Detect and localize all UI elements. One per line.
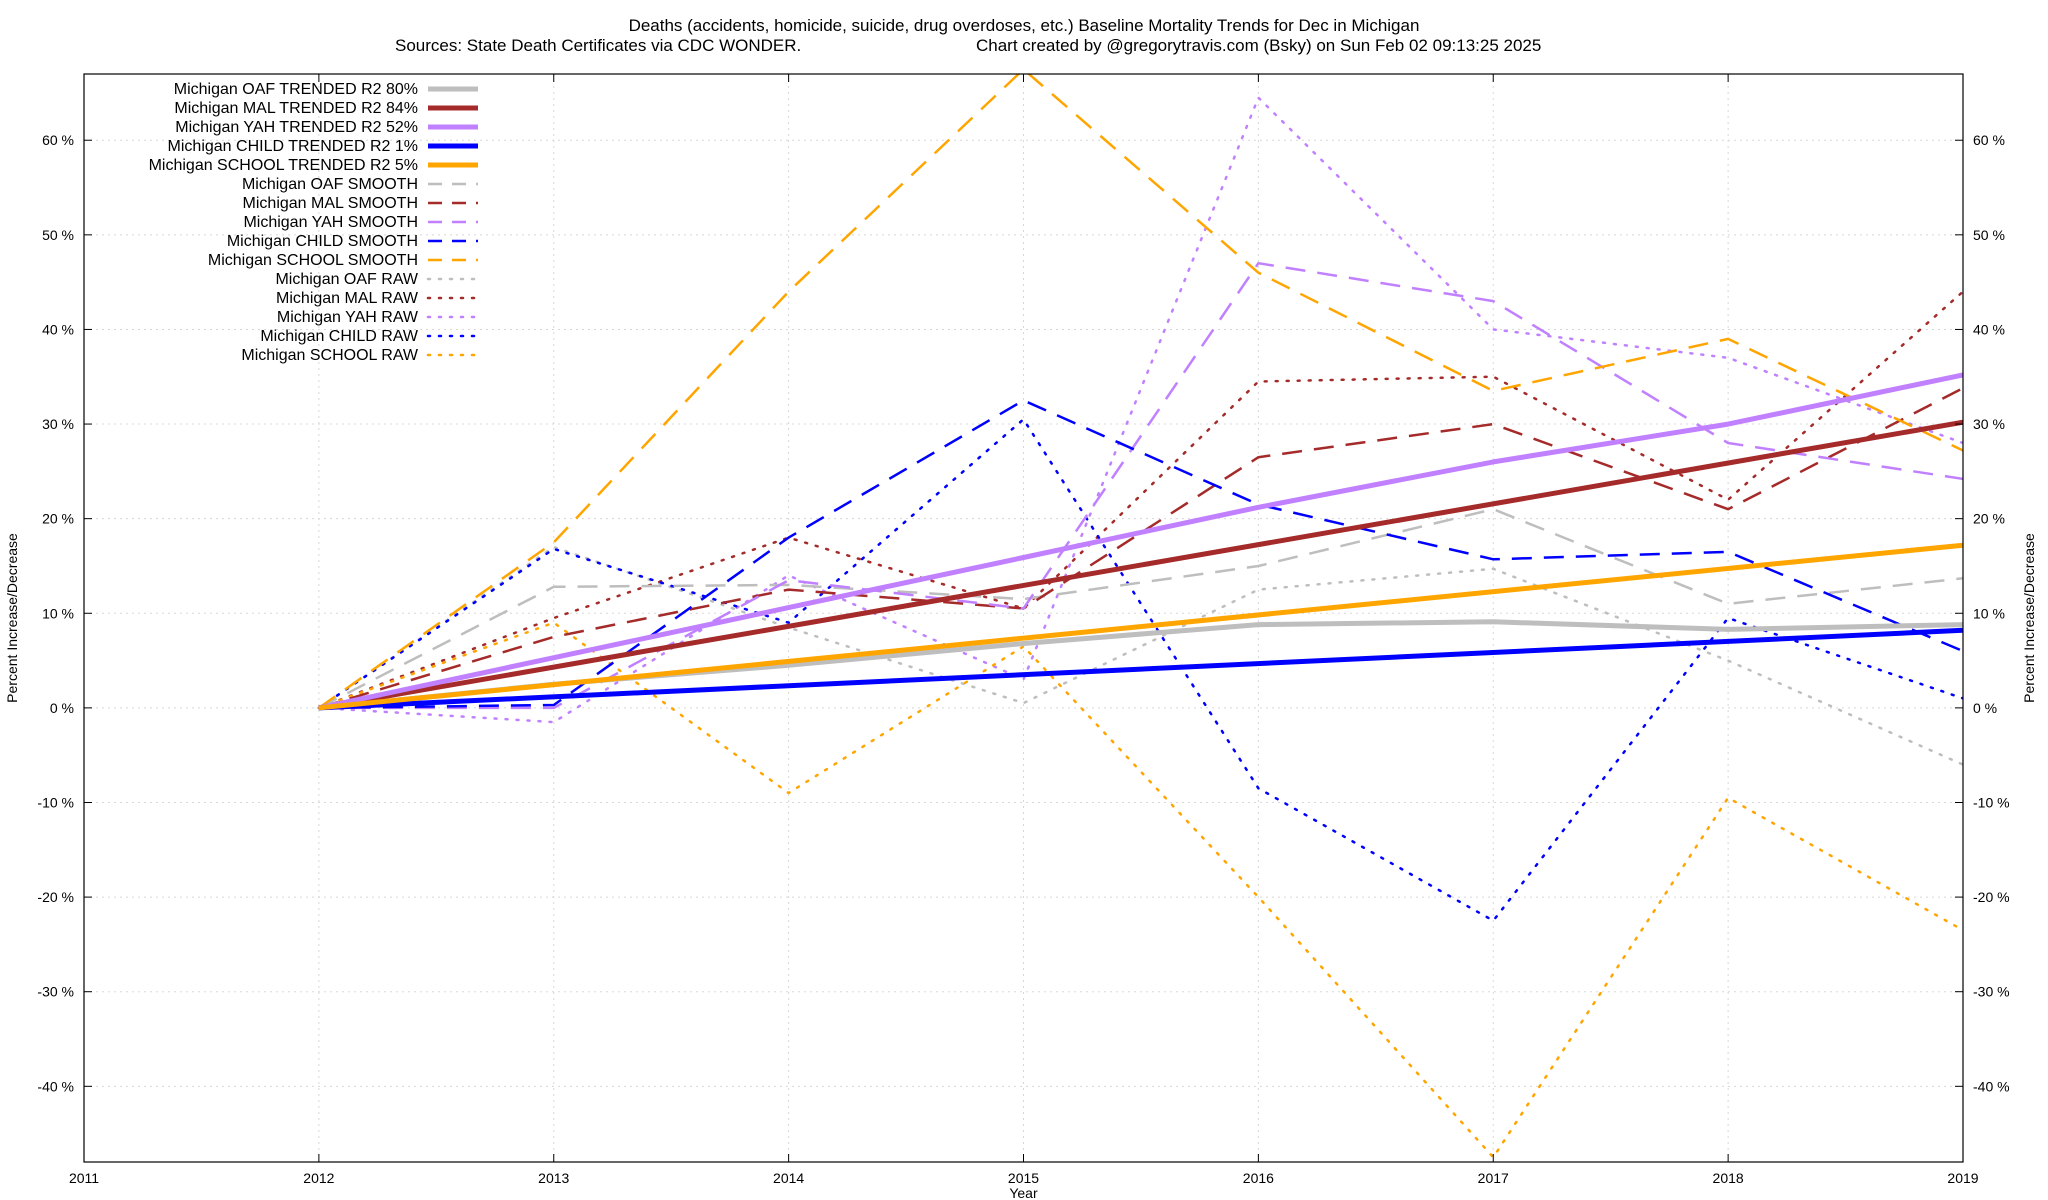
- series-line-michigan-school-raw: [317, 621, 1963, 1159]
- y-tick-label-left: -40 %: [37, 1078, 74, 1094]
- legend-item: Michigan SCHOOL RAW: [241, 347, 480, 364]
- legend-item: Michigan OAF SMOOTH: [242, 176, 478, 193]
- legend-item: Michigan YAH SMOOTH: [243, 214, 478, 231]
- y-tick-label-right: 50 %: [1973, 227, 2005, 243]
- series-line-michigan-yah-trended: [318, 372, 1963, 711]
- series-line-michigan-school-trended: [318, 542, 1963, 711]
- y-tick-label-left: 30 %: [42, 416, 74, 432]
- axis-ticks: 2011 2012 2013 2014 2015 2016 2017 2018 2019 -40 …: [37, 74, 2010, 1186]
- title-area: Deaths (accidents, homicide, suicide, dr…: [395, 16, 1541, 55]
- legend-item: Michigan SCHOOL SMOOTH: [208, 252, 478, 269]
- series-line-michigan-mal-raw: [317, 290, 1963, 710]
- y-tick-label-right: 40 %: [1973, 321, 2005, 337]
- x-axis-label: Year: [1009, 1185, 1038, 1200]
- y-tick-label-right: -20 %: [1973, 889, 2010, 905]
- y-tick-label-left: -20 %: [37, 889, 74, 905]
- y-tick-label-left: 40 %: [42, 321, 74, 337]
- legend-label: Michigan SCHOOL RAW: [241, 347, 419, 364]
- legend-label: Michigan SCHOOL TRENDED R2 5%: [149, 157, 418, 174]
- x-tick-label: 2015: [1008, 1170, 1039, 1186]
- legend-item: Michigan MAL RAW: [276, 290, 480, 307]
- y-tick-label-right: 0 %: [1973, 700, 1997, 716]
- legend-item: Michigan CHILD TRENDED R2 1%: [168, 138, 478, 155]
- legend-item: Michigan OAF RAW: [275, 271, 480, 288]
- y-tick-label-left: -10 %: [37, 794, 74, 810]
- legend-label: Michigan YAH SMOOTH: [243, 214, 418, 231]
- y-tick-label-right: -30 %: [1973, 984, 2010, 1000]
- legend-label: Michigan OAF TRENDED R2 80%: [174, 81, 418, 98]
- x-tick-label: 2018: [1713, 1170, 1744, 1186]
- series-line-michigan-child-smooth: [318, 399, 1963, 710]
- chart-title: Deaths (accidents, homicide, suicide, dr…: [629, 16, 1420, 35]
- legend-label: Michigan MAL RAW: [276, 290, 419, 307]
- y-tick-label-right: 30 %: [1973, 416, 2005, 432]
- legend: Michigan OAF TRENDED R2 80% Michigan MAL …: [149, 81, 480, 364]
- legend-label: Michigan CHILD TRENDED R2 1%: [168, 138, 418, 155]
- axis-labels: Year Percent Increase/Decrease Percent I…: [4, 533, 2037, 1200]
- legend-item: Michigan MAL TRENDED R2 84%: [174, 100, 478, 117]
- series-line-michigan-school-smooth: [318, 74, 1963, 709]
- y-tick-label-left: 0 %: [50, 700, 74, 716]
- legend-label: Michigan YAH TRENDED R2 52%: [175, 119, 418, 136]
- chart-subtitle-credit: Chart created by @gregorytravis.com (Bsk…: [976, 36, 1541, 55]
- series-lines: [317, 74, 1963, 1159]
- y-tick-label-right: 10 %: [1973, 605, 2005, 621]
- y-tick-label-right: -10 %: [1973, 794, 2010, 810]
- series-line-michigan-yah-smooth: [318, 261, 1963, 710]
- legend-item: Michigan MAL SMOOTH: [243, 195, 478, 212]
- y-axis-label-right: Percent Increase/Decrease: [2021, 533, 2037, 703]
- y-tick-label-left: 50 %: [42, 227, 74, 243]
- legend-label: Michigan OAF RAW: [275, 271, 418, 288]
- legend-item: Michigan CHILD RAW: [260, 328, 480, 345]
- legend-label: Michigan YAH RAW: [277, 309, 419, 326]
- series-line-michigan-mal-smooth: [318, 386, 1963, 710]
- y-tick-label-left: 20 %: [42, 511, 74, 527]
- x-tick-label: 2013: [538, 1170, 569, 1186]
- legend-label: Michigan CHILD SMOOTH: [227, 233, 418, 250]
- y-tick-label-right: -40 %: [1973, 1078, 2010, 1094]
- x-tick-label: 2016: [1243, 1170, 1274, 1186]
- y-tick-label-left: -30 %: [37, 984, 74, 1000]
- legend-label: Michigan OAF SMOOTH: [242, 176, 418, 193]
- legend-label: Michigan CHILD RAW: [260, 328, 419, 345]
- series-line-michigan-oaf-smooth: [318, 507, 1963, 710]
- legend-item: Michigan SCHOOL TRENDED R2 5%: [149, 157, 478, 174]
- series-line-michigan-mal-trended: [318, 419, 1963, 711]
- x-tick-label: 2019: [1947, 1170, 1978, 1186]
- y-tick-label-left: 60 %: [42, 132, 74, 148]
- legend-item: Michigan YAH TRENDED R2 52%: [175, 119, 478, 136]
- x-tick-label: 2011: [69, 1170, 99, 1186]
- y-axis-label-left: Percent Increase/Decrease: [4, 533, 20, 703]
- legend-item: Michigan OAF TRENDED R2 80%: [174, 81, 478, 98]
- series-line-michigan-child-trended: [318, 627, 1963, 711]
- legend-item: Michigan CHILD SMOOTH: [227, 233, 478, 250]
- series-line-michigan-child-raw: [317, 418, 1963, 922]
- y-tick-label-left: 10 %: [42, 605, 74, 621]
- legend-item: Michigan YAH RAW: [277, 309, 480, 326]
- legend-label: Michigan MAL TRENDED R2 84%: [174, 100, 418, 117]
- x-tick-label: 2014: [773, 1170, 804, 1186]
- y-tick-label-right: 60 %: [1973, 132, 2005, 148]
- x-tick-label: 2012: [303, 1170, 334, 1186]
- chart-subtitle-source: Sources: State Death Certificates via CD…: [395, 36, 801, 55]
- x-tick-label: 2017: [1478, 1170, 1509, 1186]
- y-tick-label-right: 20 %: [1973, 511, 2005, 527]
- legend-label: Michigan MAL SMOOTH: [243, 195, 418, 212]
- legend-label: Michigan SCHOOL SMOOTH: [208, 252, 418, 269]
